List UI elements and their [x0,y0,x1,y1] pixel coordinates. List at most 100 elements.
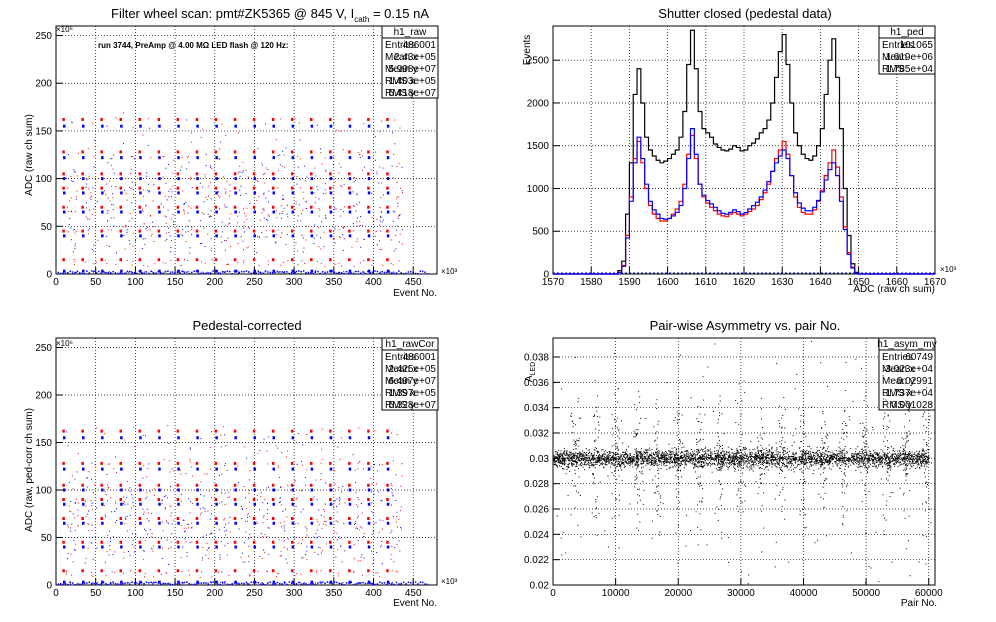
data-point [785,464,787,466]
data-point [678,464,680,466]
data-point [306,527,308,529]
data-point [763,460,765,462]
data-point [358,529,360,531]
data-point [176,583,179,585]
data-point [237,272,239,274]
data-point [337,511,339,513]
data-point [683,460,685,462]
data-point [795,460,797,462]
data-point [280,486,282,488]
data-point [855,469,857,471]
data-point [176,429,180,433]
data-point [162,156,164,158]
data-point [603,466,605,468]
data-point [396,511,398,513]
data-point [143,549,145,551]
data-point [227,543,229,545]
data-point [168,582,170,584]
data-point [168,460,170,462]
data-point [888,462,890,464]
data-point [360,216,362,218]
data-point [355,583,357,585]
data-point [74,245,76,247]
data-point [225,135,227,137]
data-point [358,152,360,154]
data-point [367,172,370,176]
data-point [627,463,629,465]
data-point [143,513,145,515]
data-point [386,186,389,190]
data-point [214,517,218,520]
data-point [665,454,667,456]
data-point [199,182,201,184]
data-point [184,203,186,205]
data-point [394,211,396,213]
data-point [821,463,823,465]
data-point [909,461,911,463]
data-point [157,229,161,233]
data-point [810,448,812,450]
data-point [142,134,144,136]
data-point [392,210,394,212]
data-point [76,471,78,473]
data-point [275,210,277,212]
data-point [650,464,652,466]
data-point [670,457,672,459]
data-point [187,212,189,214]
data-point [233,483,237,487]
data-point [106,551,108,553]
data-point [732,460,734,462]
data-point [555,463,557,465]
data-point [88,471,90,473]
data-point [805,459,807,461]
data-point [377,470,379,472]
data-point [589,457,591,459]
data-point [703,466,705,468]
data-point [845,452,847,454]
data-point [267,168,269,170]
data-point [359,220,361,222]
data-point [277,154,279,156]
data-point [299,139,301,141]
data-point [399,510,401,512]
data-point [782,451,784,453]
data-point [151,233,153,235]
data-point [151,583,153,585]
data-point [296,176,298,178]
data-point [646,458,648,460]
data-point [185,201,187,203]
data-point [712,458,714,460]
data-point [764,455,766,457]
data-point [386,498,389,501]
panel-raw-adc: 0 50 100 150 200 250 300 350 400 4500501001502002… [24,6,458,299]
data-point [691,463,693,465]
data-point [225,529,227,531]
data-point [75,271,77,273]
data-point [240,270,243,273]
data-point [686,459,688,461]
data-point [283,582,285,584]
data-point [826,461,828,463]
data-point [224,271,226,273]
data-point [882,459,884,461]
data-point [319,547,321,549]
data-point [591,455,593,457]
data-point [176,461,180,465]
data-point [362,574,364,576]
data-point [131,181,133,183]
data-point [853,458,855,460]
data-point [715,457,717,459]
data-point [559,459,561,461]
data-point [318,524,320,526]
data-point [810,465,812,467]
data-point [707,464,709,466]
data-point [395,581,398,584]
data-point [692,461,694,463]
data-point [361,527,363,529]
data-point [310,156,314,160]
data-point [86,270,88,272]
data-point [641,454,643,456]
data-point [392,177,394,179]
data-point [573,460,575,462]
data-point [672,465,674,467]
